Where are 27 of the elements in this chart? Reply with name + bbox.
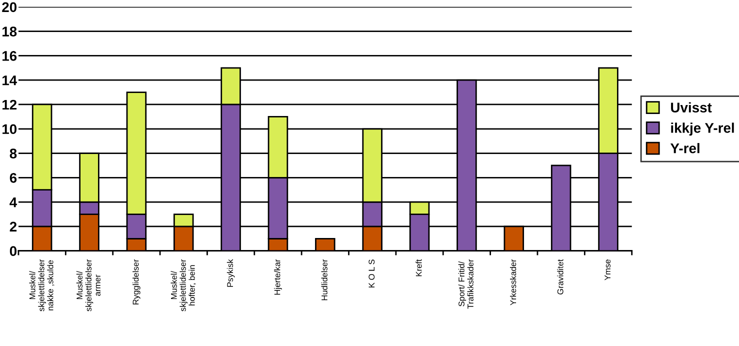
x-tick-label: Muskel/ skjelettlidelser armer (76, 259, 100, 312)
x-tick-label: Graviditet (557, 259, 564, 294)
y-tick-label: 18 (2, 26, 17, 36)
y-tick-label: 12 (2, 100, 17, 110)
y-tick-label: 0 (10, 246, 17, 256)
y-tick-label: 20 (2, 2, 17, 12)
x-tick-label: Kreft (416, 259, 422, 276)
y-tick-label: 10 (2, 124, 17, 134)
legend-label: ikkje Y-rel (671, 122, 734, 136)
legend-label: Uvisst (671, 102, 712, 112)
x-tick-label: Yrkesskader (510, 259, 516, 306)
x-tick-label: Sport/ Fritid/ Trafikkskader (458, 259, 474, 309)
x-tick-label: Psykisk (226, 259, 235, 287)
x-tick-label: K O L S (368, 260, 375, 288)
x-tick-label: Hudlidelser (321, 259, 328, 300)
y-tick-label: 6 (10, 173, 17, 183)
y-tick-label: 16 (2, 51, 17, 61)
x-tick-label: Hjerte/kar (274, 259, 282, 295)
x-tick-label: Ymse (604, 260, 610, 280)
y-tick-label: 2 (10, 222, 17, 232)
y-tick-label: 8 (10, 148, 17, 158)
x-tick-label: Muskel/ skjelettlidelser hofter, bein (170, 259, 196, 312)
legend-label: Y-rel (670, 143, 700, 154)
x-tick-label: Rygglidelser (132, 259, 140, 304)
y-tick-label: 14 (2, 76, 18, 86)
y-tick-label: 4 (10, 198, 18, 208)
x-tick-label: Muskel/ skjelettlidelser nakke ,skulde (29, 259, 54, 312)
